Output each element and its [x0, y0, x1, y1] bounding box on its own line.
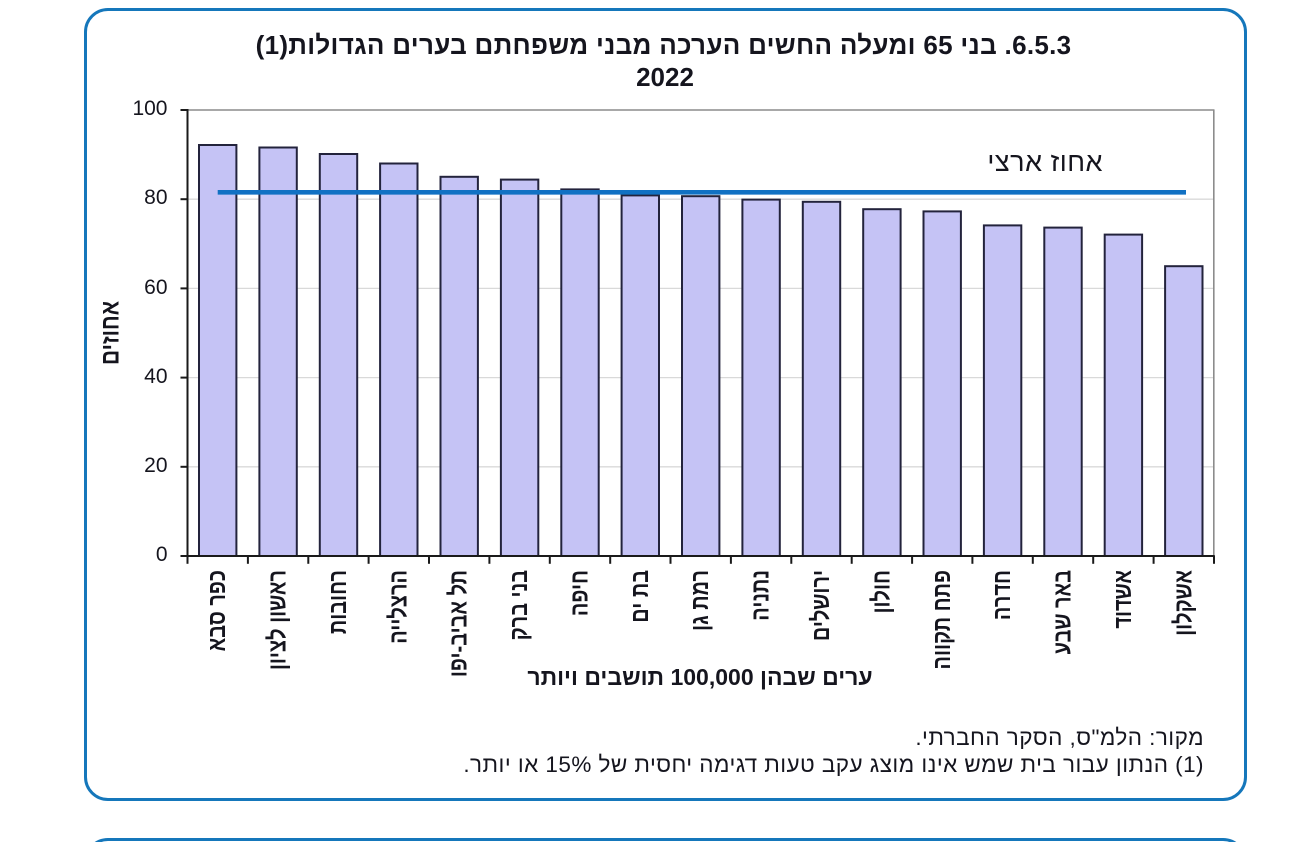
svg-text:חולון: חולון: [868, 570, 895, 614]
svg-text:רחובות: רחובות: [324, 570, 351, 634]
svg-text:באר שבע: באר שבע: [1049, 570, 1076, 654]
svg-text:הרצלייה: הרצלייה: [384, 570, 411, 644]
svg-text:אשקלון: אשקלון: [1169, 570, 1196, 636]
svg-text:תל אביב-יפו: תל אביב-יפו: [445, 570, 472, 677]
svg-text:ירושלים: ירושלים: [807, 570, 834, 641]
svg-text:רמת גן: רמת גן: [686, 570, 713, 631]
svg-text:בת ים: בת ים: [626, 570, 653, 623]
svg-text:אשדוד: אשדוד: [1109, 570, 1136, 629]
svg-text:אחוזים: אחוזים: [96, 301, 124, 365]
svg-text:ראשון לציון: ראשון לציון: [264, 570, 291, 670]
svg-text:חדרה: חדרה: [988, 570, 1015, 620]
svg-text:פתח תקווה: פתח תקווה: [928, 570, 955, 670]
svg-text:חיפה: חיפה: [566, 570, 593, 616]
svg-text:בני ברק: בני ברק: [505, 570, 532, 640]
svg-text:כפר סבא: כפר סבא: [203, 570, 230, 651]
svg-text:נתניה: נתניה: [747, 570, 774, 621]
